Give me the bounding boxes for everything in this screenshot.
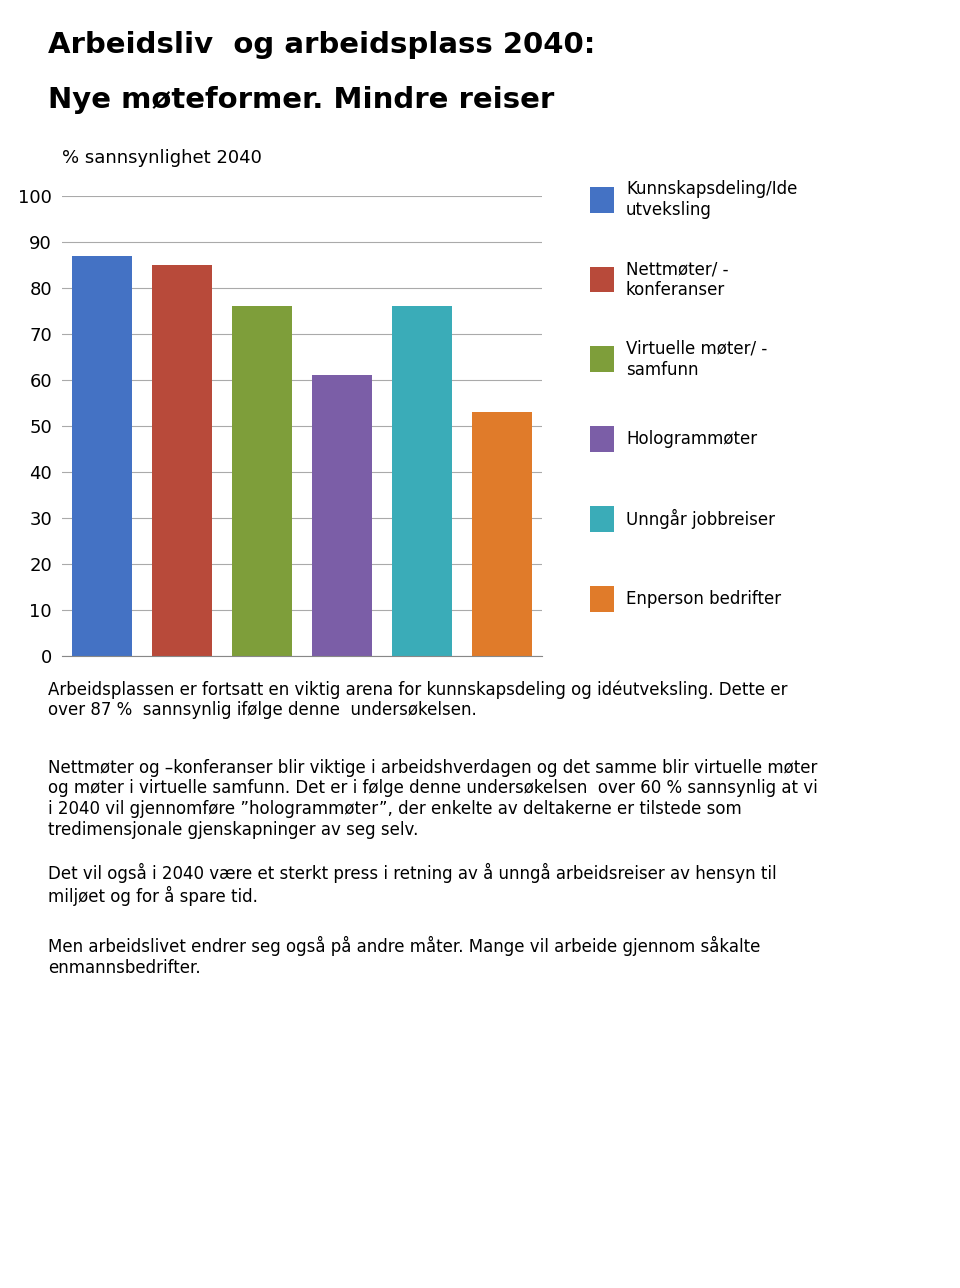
Bar — [393, 307, 452, 656]
Text: Det vil også i 2040 være et sterkt press i retning av å unngå arbeidsreiser av h: Det vil også i 2040 være et sterkt press… — [48, 863, 777, 907]
Text: % sannsynlighet 2040: % sannsynlighet 2040 — [62, 149, 262, 167]
Text: Nye møteformer. Mindre reiser: Nye møteformer. Mindre reiser — [48, 86, 554, 115]
Bar — [72, 255, 132, 656]
Text: Nettmøter/ -
konferanser: Nettmøter/ - konferanser — [626, 260, 729, 299]
Text: Kunnskapsdeling/Ide
utveksling: Kunnskapsdeling/Ide utveksling — [626, 180, 798, 219]
Bar — [312, 375, 372, 656]
Text: Virtuelle møter/ -
samfunn: Virtuelle møter/ - samfunn — [626, 340, 767, 379]
Text: Men arbeidslivet endrer seg også på andre måter. Mange vil arbeide gjennom såkal: Men arbeidslivet endrer seg også på andr… — [48, 936, 760, 978]
Text: Enperson bedrifter: Enperson bedrifter — [626, 590, 781, 608]
Text: Arbeidsplassen er fortsatt en viktig arena for kunnskapsdeling og idéutveksling.: Arbeidsplassen er fortsatt en viktig are… — [48, 680, 787, 720]
Text: Nettmøter og –konferanser blir viktige i arbeidshverdagen og det samme blir virt: Nettmøter og –konferanser blir viktige i… — [48, 759, 818, 838]
Text: Unngår jobbreiser: Unngår jobbreiser — [626, 509, 775, 529]
Text: Hologrammøter: Hologrammøter — [626, 430, 757, 448]
Text: Arbeidsliv  og arbeidsplass 2040:: Arbeidsliv og arbeidsplass 2040: — [48, 31, 595, 59]
Bar — [472, 412, 533, 656]
Bar — [232, 307, 293, 656]
Bar — [153, 265, 212, 656]
